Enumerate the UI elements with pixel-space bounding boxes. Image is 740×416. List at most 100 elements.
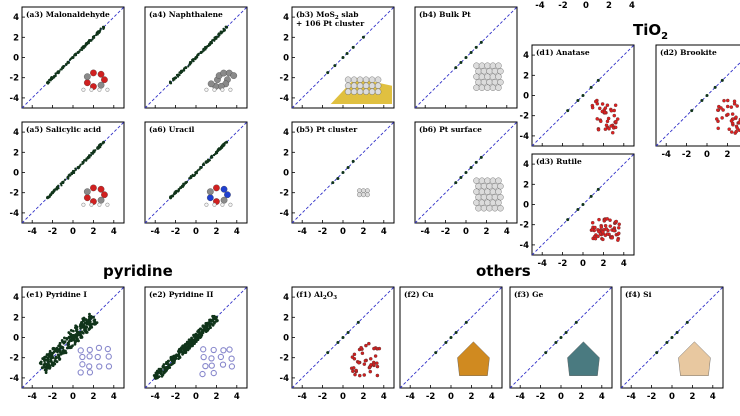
panel-a3: (a3) Malonaldehyde 4 2 0 -2 -4	[10, 6, 125, 109]
data-point	[181, 352, 184, 356]
oxide-atom	[375, 364, 380, 369]
oxide-atom	[726, 112, 730, 117]
data-point	[93, 318, 97, 322]
panel-f2: (f2) Cu -4 -2 0 2 4	[399, 286, 503, 402]
clipped-top-axis: -4 -2 0 2 4	[535, 1, 635, 11]
oxide-atom	[601, 230, 605, 234]
data-point	[174, 76, 178, 79]
molecule-atom	[83, 194, 91, 202]
oxide-atom	[352, 352, 357, 357]
hydrogen-atom	[81, 87, 86, 92]
x-tick-label: 4	[381, 392, 387, 402]
panel-title: (e1) Pyridine I	[26, 290, 87, 299]
data-point	[720, 78, 724, 82]
y-tick-label: -4	[520, 241, 530, 251]
oxide-atom	[364, 343, 368, 348]
oxide-atom	[609, 124, 613, 128]
pt-atom	[491, 194, 499, 201]
data-point	[199, 166, 202, 169]
molecule-atom	[220, 196, 228, 204]
panel-f1: (f1) Al2O3 4 2 0 -2 -4 -4 -2 0 2 4	[280, 286, 395, 402]
oxide-atom	[362, 373, 366, 377]
y-tick-label: 2	[13, 313, 19, 323]
x-tick-label: -4	[297, 227, 307, 237]
oxide-atom	[597, 217, 601, 222]
data-point	[59, 346, 62, 350]
pt-atom	[484, 199, 491, 206]
oxide-atom	[353, 372, 357, 377]
data-point	[208, 319, 212, 323]
pyridine-ring	[95, 344, 103, 352]
data-point	[189, 175, 192, 178]
data-points	[38, 312, 99, 375]
hydrogen-atom	[105, 87, 110, 92]
pyridine-ring	[96, 363, 103, 370]
panel-f4: (f4) Si -4 -2 0 2 4	[620, 286, 724, 402]
oxide-atom	[368, 369, 373, 374]
panel-title-line2: + 106 Pt cluster	[296, 19, 365, 28]
molecule-atom	[206, 194, 214, 202]
pt-atom	[489, 188, 497, 195]
top-tick-label: 4	[629, 1, 635, 11]
data-point	[459, 176, 463, 180]
oxide-atom	[351, 366, 356, 370]
data-point	[68, 58, 72, 61]
y-tick-label: 4	[13, 293, 19, 303]
data-point	[73, 169, 76, 173]
x-tick-label: 0	[340, 392, 346, 402]
data-point	[67, 336, 71, 340]
data-point	[361, 35, 365, 39]
panel-b5: (b5) Pt cluster 4 2 0 -2 -4 -4 -2 0 2 4	[280, 121, 395, 237]
data-point	[177, 353, 181, 357]
data-point	[188, 342, 191, 346]
molecule-atom	[230, 72, 238, 79]
molecule-atom	[97, 196, 105, 204]
oxide-atom	[735, 104, 739, 108]
data-point	[596, 78, 600, 82]
oxide-atom	[730, 112, 735, 116]
data-point	[199, 51, 203, 54]
data-point	[215, 151, 219, 155]
pt-atom	[486, 183, 493, 190]
data-point	[82, 159, 86, 162]
x-tick-label: 2	[90, 392, 96, 402]
data-point	[184, 351, 187, 354]
molecule-atom	[206, 188, 214, 196]
panel-title: (d1) Anatase	[536, 48, 590, 57]
data-point	[700, 99, 704, 103]
x-tick-label: 4	[599, 392, 605, 402]
molecule-atom	[101, 76, 108, 84]
x-tick-label: 4	[621, 259, 627, 269]
data-point	[326, 71, 330, 75]
y-tick-label: 0	[283, 169, 289, 179]
pt-atom	[484, 177, 491, 184]
data-point	[65, 346, 69, 350]
oxide-atom	[603, 110, 607, 115]
data-point	[52, 346, 56, 350]
pyridine-ring	[210, 369, 217, 377]
data-point	[464, 320, 468, 324]
x-tick-label: -2	[48, 392, 58, 402]
panel-title-rest: slab	[339, 10, 359, 19]
x-tick-label: 0	[340, 227, 346, 237]
data-point	[196, 338, 200, 342]
data-point	[81, 317, 85, 321]
x-tick-label: -4	[27, 392, 37, 402]
pt-atom	[475, 205, 482, 212]
data-point	[43, 368, 47, 372]
data-point	[88, 319, 92, 323]
group-title-tio2-sub: 2	[661, 31, 668, 42]
data-point	[91, 152, 94, 155]
panel-title: (a5) Salicylic acid	[26, 125, 102, 134]
data-point	[221, 146, 224, 149]
data-point	[217, 32, 220, 35]
oxide-atom	[358, 373, 362, 378]
data-point	[102, 141, 105, 144]
pt-atom	[478, 177, 486, 184]
top-tick-label: 0	[583, 1, 589, 11]
data-point	[212, 38, 215, 41]
data-point	[474, 160, 478, 164]
data-point	[469, 50, 473, 54]
data-points	[331, 159, 355, 185]
data-point	[79, 48, 82, 51]
